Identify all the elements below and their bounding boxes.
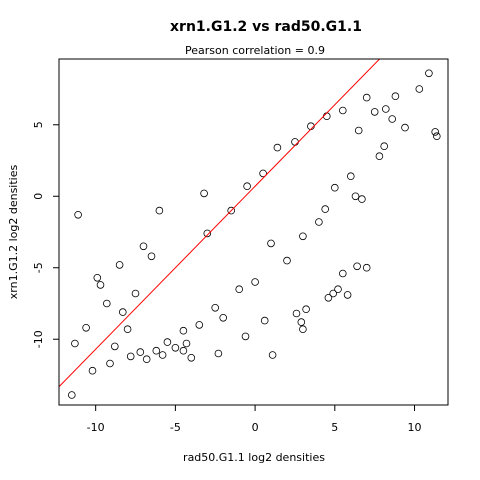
- data-point: [388, 115, 397, 123]
- data-point: [362, 93, 371, 102]
- data-point: [346, 172, 355, 181]
- data-point: [370, 108, 379, 116]
- data-point: [351, 192, 360, 201]
- data-point: [251, 278, 259, 286]
- data-point: [299, 325, 307, 334]
- data-point: [68, 391, 76, 399]
- data-point: [415, 85, 424, 93]
- data-point: [219, 313, 228, 322]
- data-point: [163, 338, 172, 346]
- data-point: [259, 169, 267, 178]
- data-point: [329, 289, 338, 298]
- fit-line: [59, 59, 381, 388]
- data-point: [380, 142, 389, 151]
- data-point: [315, 218, 323, 226]
- y-tick-label: -5: [32, 262, 45, 273]
- data-point: [338, 106, 347, 115]
- data-point: [283, 256, 291, 265]
- data-point: [136, 348, 145, 356]
- chart-subtitle: Pearson correlation = 0.9: [185, 44, 325, 57]
- data-point: [171, 343, 180, 352]
- data-point: [324, 293, 333, 302]
- data-point: [375, 152, 384, 161]
- data-point: [106, 359, 114, 368]
- data-point: [241, 332, 250, 341]
- data-point: [425, 69, 433, 78]
- data-point: [235, 285, 244, 294]
- x-tick-label: -5: [170, 421, 181, 434]
- data-point: [123, 325, 132, 334]
- data-point: [338, 269, 347, 278]
- data-point: [381, 105, 390, 113]
- data-point: [152, 346, 161, 355]
- data-point: [82, 323, 90, 332]
- data-point: [74, 211, 82, 219]
- x-axis-label: rad50.G1.1 log2 densities: [183, 451, 325, 464]
- x-tick-label: 5: [331, 421, 338, 434]
- x-tick-label: -10: [87, 421, 105, 434]
- y-axis: -10 -5 0 5: [32, 121, 59, 348]
- data-point: [195, 321, 204, 329]
- data-point: [292, 309, 301, 318]
- x-tick-label: 10: [408, 421, 422, 434]
- data-point: [111, 342, 119, 351]
- data-point: [103, 299, 111, 308]
- data-point: [182, 339, 191, 348]
- data-point: [330, 183, 339, 192]
- data-point: [353, 262, 361, 271]
- data-point: [119, 308, 127, 316]
- data-point: [179, 326, 188, 335]
- fit-line-layer: [59, 59, 381, 388]
- data-point: [268, 351, 277, 359]
- data-point: [431, 128, 440, 136]
- data-point: [267, 239, 275, 248]
- data-point: [179, 346, 188, 355]
- data-point: [203, 229, 212, 238]
- data-point: [131, 289, 140, 298]
- data-point: [147, 252, 156, 261]
- data-point: [115, 261, 124, 269]
- data-point: [155, 206, 164, 215]
- data-point: [299, 232, 307, 241]
- data-point: [227, 206, 236, 215]
- y-tick-label: -10: [32, 330, 45, 348]
- y-tick-label: 5: [32, 121, 45, 128]
- data-point: [401, 123, 409, 132]
- data-point: [334, 285, 342, 294]
- x-tick-label: 0: [252, 421, 259, 434]
- data-point: [93, 273, 102, 282]
- data-point: [302, 305, 310, 314]
- data-point: [126, 352, 135, 361]
- data-point: [354, 126, 363, 135]
- data-point: [243, 182, 251, 191]
- data-point: [214, 349, 223, 358]
- data-point: [96, 281, 105, 289]
- data-point: [273, 143, 282, 152]
- data-point: [211, 303, 220, 312]
- data-point: [142, 355, 151, 364]
- points-layer: [68, 69, 441, 399]
- y-axis-label: xrn1.G1.2 log2 densities: [7, 165, 20, 300]
- data-point: [362, 263, 371, 272]
- data-point: [343, 291, 352, 299]
- y-tick-label: 0: [32, 193, 45, 200]
- data-point: [139, 242, 148, 251]
- data-point: [358, 195, 366, 203]
- data-point: [158, 351, 167, 359]
- data-point: [71, 339, 79, 348]
- plot-frame: [58, 58, 449, 406]
- data-point: [88, 366, 97, 375]
- data-point: [321, 205, 330, 213]
- data-point: [200, 189, 208, 198]
- chart-title: xrn1.G1.2 vs rad50.G1.1: [170, 19, 362, 35]
- data-point: [297, 318, 306, 326]
- x-axis: -10 -5 0 5 10: [87, 405, 422, 434]
- data-point: [187, 353, 196, 362]
- data-point: [391, 92, 400, 100]
- data-point: [432, 132, 441, 141]
- data-point: [260, 316, 269, 325]
